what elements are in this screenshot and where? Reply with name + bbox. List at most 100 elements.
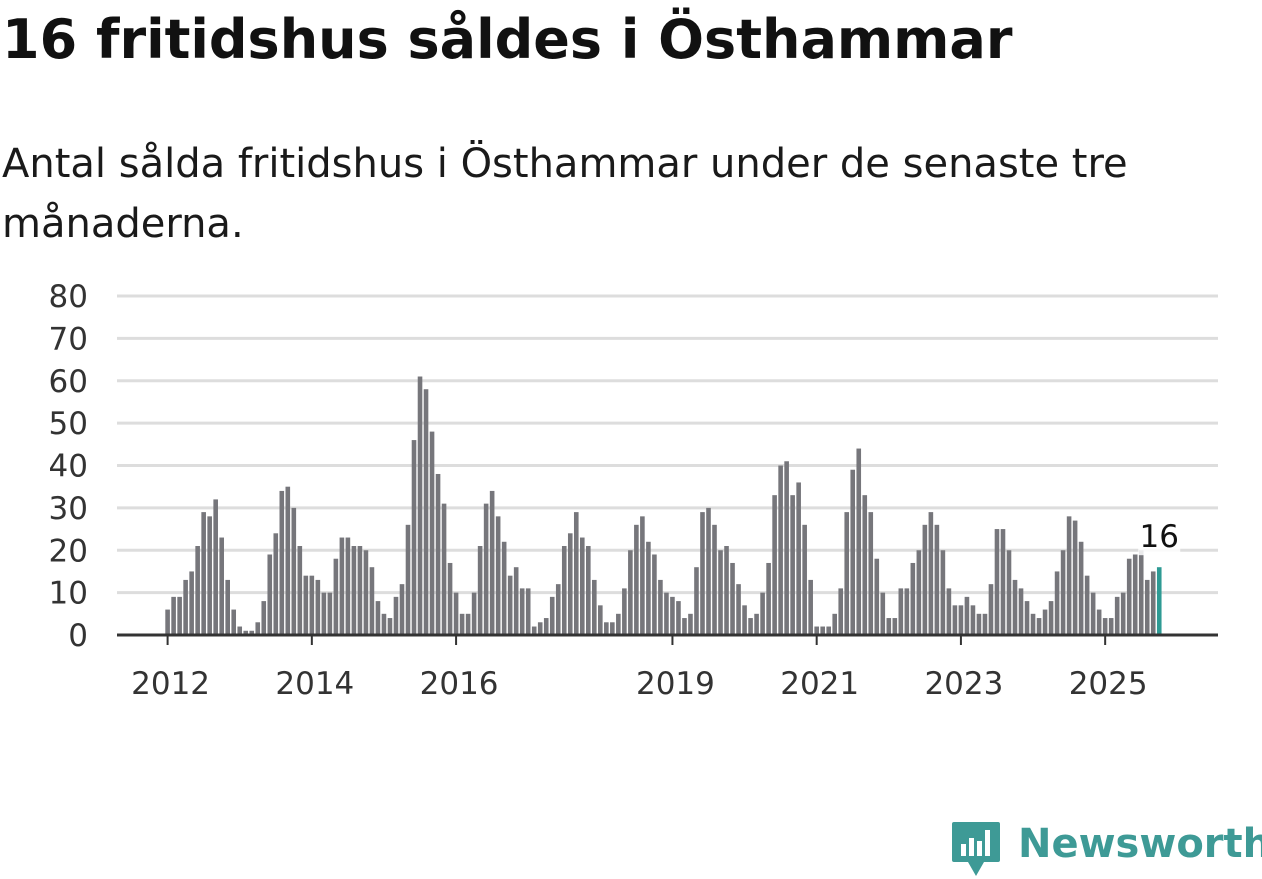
bar xyxy=(237,626,243,635)
bar xyxy=(495,516,501,635)
bar xyxy=(447,562,453,635)
bar xyxy=(369,567,375,635)
bar xyxy=(321,592,327,635)
bar xyxy=(718,550,723,635)
bar xyxy=(628,550,633,635)
bar xyxy=(586,546,591,635)
bar xyxy=(850,469,856,635)
bar xyxy=(183,579,188,635)
bar xyxy=(207,516,212,635)
bar xyxy=(579,537,585,635)
bar xyxy=(297,546,303,635)
bar xyxy=(459,613,465,635)
bar xyxy=(592,579,597,635)
bar xyxy=(730,562,735,635)
bar xyxy=(249,630,255,635)
bar xyxy=(646,541,651,635)
bar xyxy=(165,609,170,635)
chart-title: 16 fritidshus såldes i Östhammar xyxy=(2,8,1013,71)
bar xyxy=(411,440,417,635)
chart-subtitle: Antal sålda fritidshus i Östhammar under… xyxy=(2,141,1128,247)
bar xyxy=(1054,571,1060,635)
bar xyxy=(255,622,261,635)
bar xyxy=(1132,554,1138,635)
bar xyxy=(273,533,279,635)
y-tick-label: 20 xyxy=(49,533,88,569)
bar xyxy=(790,495,795,635)
bar xyxy=(549,596,555,635)
bar xyxy=(441,503,447,635)
bar xyxy=(1048,601,1054,635)
bar xyxy=(658,579,663,635)
bar xyxy=(886,618,892,635)
bar xyxy=(375,601,381,635)
bar xyxy=(267,554,273,635)
bar xyxy=(946,588,952,635)
bar xyxy=(856,448,862,635)
x-tick-label: 2016 xyxy=(420,666,499,702)
bar xyxy=(994,529,1000,635)
bar xyxy=(501,541,507,635)
bar xyxy=(688,613,693,635)
x-tick-label: 2019 xyxy=(636,666,715,702)
y-tick-label: 10 xyxy=(49,576,88,612)
bar xyxy=(922,524,928,635)
x-tick-label: 2012 xyxy=(131,666,210,702)
bar xyxy=(531,626,537,635)
bar xyxy=(1018,588,1024,635)
newsworthy-logo-icon xyxy=(952,822,1000,876)
bar xyxy=(309,575,315,635)
bars xyxy=(165,376,1162,635)
bar xyxy=(664,592,669,635)
bar xyxy=(1114,596,1120,635)
x-tick-label: 2023 xyxy=(924,666,1003,702)
bar xyxy=(525,588,531,635)
bar xyxy=(952,605,958,635)
bar xyxy=(1144,579,1150,635)
x-tick-label: 2025 xyxy=(1069,666,1148,702)
bar xyxy=(471,592,477,635)
bar xyxy=(561,546,567,635)
bar xyxy=(171,596,176,635)
bar xyxy=(513,567,519,635)
bar xyxy=(820,626,825,635)
bar xyxy=(1024,601,1030,635)
bar xyxy=(363,550,369,635)
bar xyxy=(754,613,759,635)
bar xyxy=(880,592,886,635)
bar xyxy=(778,465,783,635)
bar xyxy=(507,575,513,635)
bar xyxy=(982,613,988,635)
bar xyxy=(279,490,285,635)
bar xyxy=(195,546,200,635)
bar xyxy=(1066,516,1072,635)
bar xyxy=(604,622,609,635)
bar xyxy=(892,618,898,635)
y-tick-label: 0 xyxy=(68,618,88,654)
bar xyxy=(465,613,471,635)
bar xyxy=(634,524,639,635)
bar xyxy=(381,613,387,635)
bar xyxy=(327,592,333,635)
bar xyxy=(988,584,994,635)
bar xyxy=(1120,592,1126,635)
highlight-annotation: 16 xyxy=(1138,517,1181,556)
bar xyxy=(970,605,976,635)
bar xyxy=(315,579,321,635)
bar xyxy=(976,613,982,635)
bar xyxy=(1078,541,1084,635)
bar xyxy=(1072,520,1078,635)
bar xyxy=(694,567,699,635)
bar xyxy=(537,622,543,635)
bar xyxy=(868,512,874,635)
bar xyxy=(1000,529,1006,635)
bar xyxy=(742,605,747,635)
bar xyxy=(916,550,922,635)
bar xyxy=(682,618,687,635)
bar xyxy=(453,592,459,635)
bar xyxy=(676,601,681,635)
brand-name: Newsworthy xyxy=(1018,821,1262,867)
bar xyxy=(1090,592,1096,635)
bar xyxy=(1108,618,1114,635)
